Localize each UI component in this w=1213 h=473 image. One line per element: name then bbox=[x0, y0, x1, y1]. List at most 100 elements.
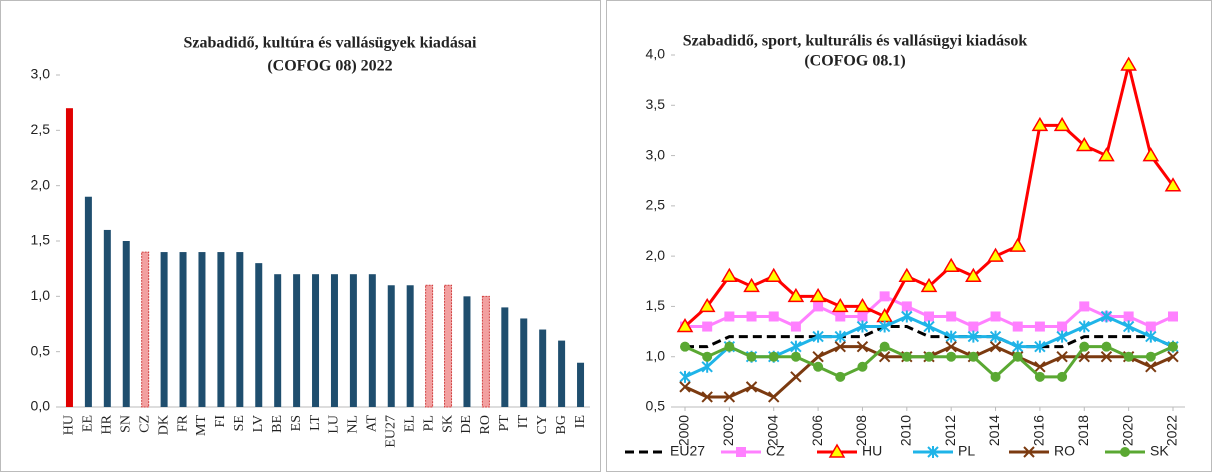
bar bbox=[65, 108, 73, 407]
x-tick-label: PT bbox=[497, 415, 512, 432]
marker bbox=[898, 267, 916, 283]
marker bbox=[835, 371, 846, 382]
marker bbox=[878, 351, 891, 363]
marker bbox=[856, 320, 869, 333]
y-tick-label: 3,5 bbox=[646, 96, 666, 112]
y-tick-label: 4,0 bbox=[646, 46, 666, 62]
marker bbox=[834, 340, 846, 353]
marker bbox=[834, 330, 846, 343]
marker bbox=[743, 277, 760, 293]
marker bbox=[1034, 361, 1046, 373]
marker bbox=[724, 311, 735, 322]
marker bbox=[701, 391, 713, 403]
marker bbox=[809, 287, 827, 303]
y-tick-label: 1,5 bbox=[646, 297, 666, 313]
marker bbox=[1012, 351, 1023, 362]
y-tick-label: 1,0 bbox=[646, 347, 666, 363]
bar bbox=[425, 284, 434, 408]
marker bbox=[812, 330, 824, 343]
legend-marker bbox=[736, 447, 746, 457]
bar bbox=[179, 252, 187, 407]
bar bbox=[330, 274, 338, 407]
marker bbox=[1101, 341, 1112, 352]
x-tick-label: DE bbox=[459, 415, 474, 434]
chart-subtitle: (COFOG 08) 2022 bbox=[267, 58, 392, 75]
x-tick-label: 2006 bbox=[809, 415, 825, 446]
marker bbox=[901, 301, 912, 312]
bar bbox=[293, 274, 301, 407]
marker bbox=[765, 267, 783, 283]
y-tick-label: 2,0 bbox=[646, 247, 666, 263]
x-tick-label: EE bbox=[81, 415, 96, 432]
bar bbox=[406, 285, 414, 407]
legend-label: RO bbox=[1054, 443, 1075, 459]
marker bbox=[942, 257, 960, 272]
marker bbox=[924, 351, 934, 362]
x-tick-label: FI bbox=[213, 415, 228, 428]
marker bbox=[1100, 310, 1113, 323]
x-tick-label: LV bbox=[251, 415, 266, 432]
series-line bbox=[684, 344, 1174, 379]
x-tick-label: AT bbox=[365, 415, 380, 433]
marker bbox=[679, 381, 691, 393]
marker bbox=[679, 370, 691, 383]
marker bbox=[879, 291, 890, 302]
x-tick-label: IE bbox=[573, 415, 588, 428]
marker bbox=[1098, 147, 1115, 162]
marker bbox=[924, 311, 934, 322]
marker bbox=[989, 340, 1002, 353]
marker bbox=[1168, 311, 1178, 322]
marker bbox=[831, 297, 849, 313]
legend-label: EU27 bbox=[670, 443, 705, 459]
x-tick-label: 2018 bbox=[1075, 415, 1091, 446]
x-tick-label: 2004 bbox=[764, 415, 780, 446]
marker bbox=[857, 311, 868, 322]
marker bbox=[1100, 351, 1113, 363]
marker bbox=[945, 330, 957, 343]
marker bbox=[1056, 330, 1068, 343]
y-tick-label: 3,0 bbox=[646, 146, 666, 162]
marker bbox=[945, 340, 957, 353]
x-tick-label: 2000 bbox=[676, 415, 692, 446]
x-tick-label: EL bbox=[402, 415, 417, 432]
marker bbox=[1012, 321, 1023, 332]
y-tick-label: 3,0 bbox=[31, 66, 51, 82]
legend-marker bbox=[1120, 447, 1130, 457]
marker bbox=[1075, 137, 1093, 152]
marker bbox=[1123, 351, 1134, 362]
marker bbox=[965, 267, 982, 283]
bar bbox=[198, 252, 206, 407]
marker bbox=[768, 351, 779, 362]
marker bbox=[746, 311, 757, 322]
x-tick-label: IT bbox=[516, 415, 531, 429]
x-tick-label: BE bbox=[270, 415, 285, 433]
y-tick-label: 0,5 bbox=[31, 342, 51, 358]
marker bbox=[746, 351, 757, 362]
marker bbox=[1122, 320, 1135, 333]
marker bbox=[790, 321, 801, 332]
y-tick-label: 1,0 bbox=[31, 287, 51, 303]
legend-marker bbox=[927, 446, 939, 458]
x-tick-label: RO bbox=[478, 415, 493, 434]
bar bbox=[160, 252, 168, 407]
marker bbox=[1053, 116, 1071, 132]
bar bbox=[368, 274, 376, 407]
bar bbox=[349, 274, 357, 407]
marker bbox=[923, 320, 935, 333]
marker bbox=[1009, 237, 1027, 252]
x-tick-label: DK bbox=[156, 415, 171, 435]
chart-title: Szabadidő, sport, kulturális és vallásüg… bbox=[683, 33, 1028, 50]
marker bbox=[1056, 351, 1068, 363]
marker bbox=[1145, 321, 1156, 332]
marker bbox=[1145, 351, 1156, 362]
marker bbox=[812, 351, 824, 363]
x-tick-label: SE bbox=[232, 415, 247, 431]
x-tick-label: 2014 bbox=[986, 415, 1002, 446]
marker bbox=[787, 287, 805, 303]
marker bbox=[768, 391, 780, 403]
marker bbox=[879, 341, 890, 352]
marker bbox=[1145, 361, 1157, 373]
panel-left bbox=[0, 0, 601, 472]
bar bbox=[103, 229, 111, 407]
